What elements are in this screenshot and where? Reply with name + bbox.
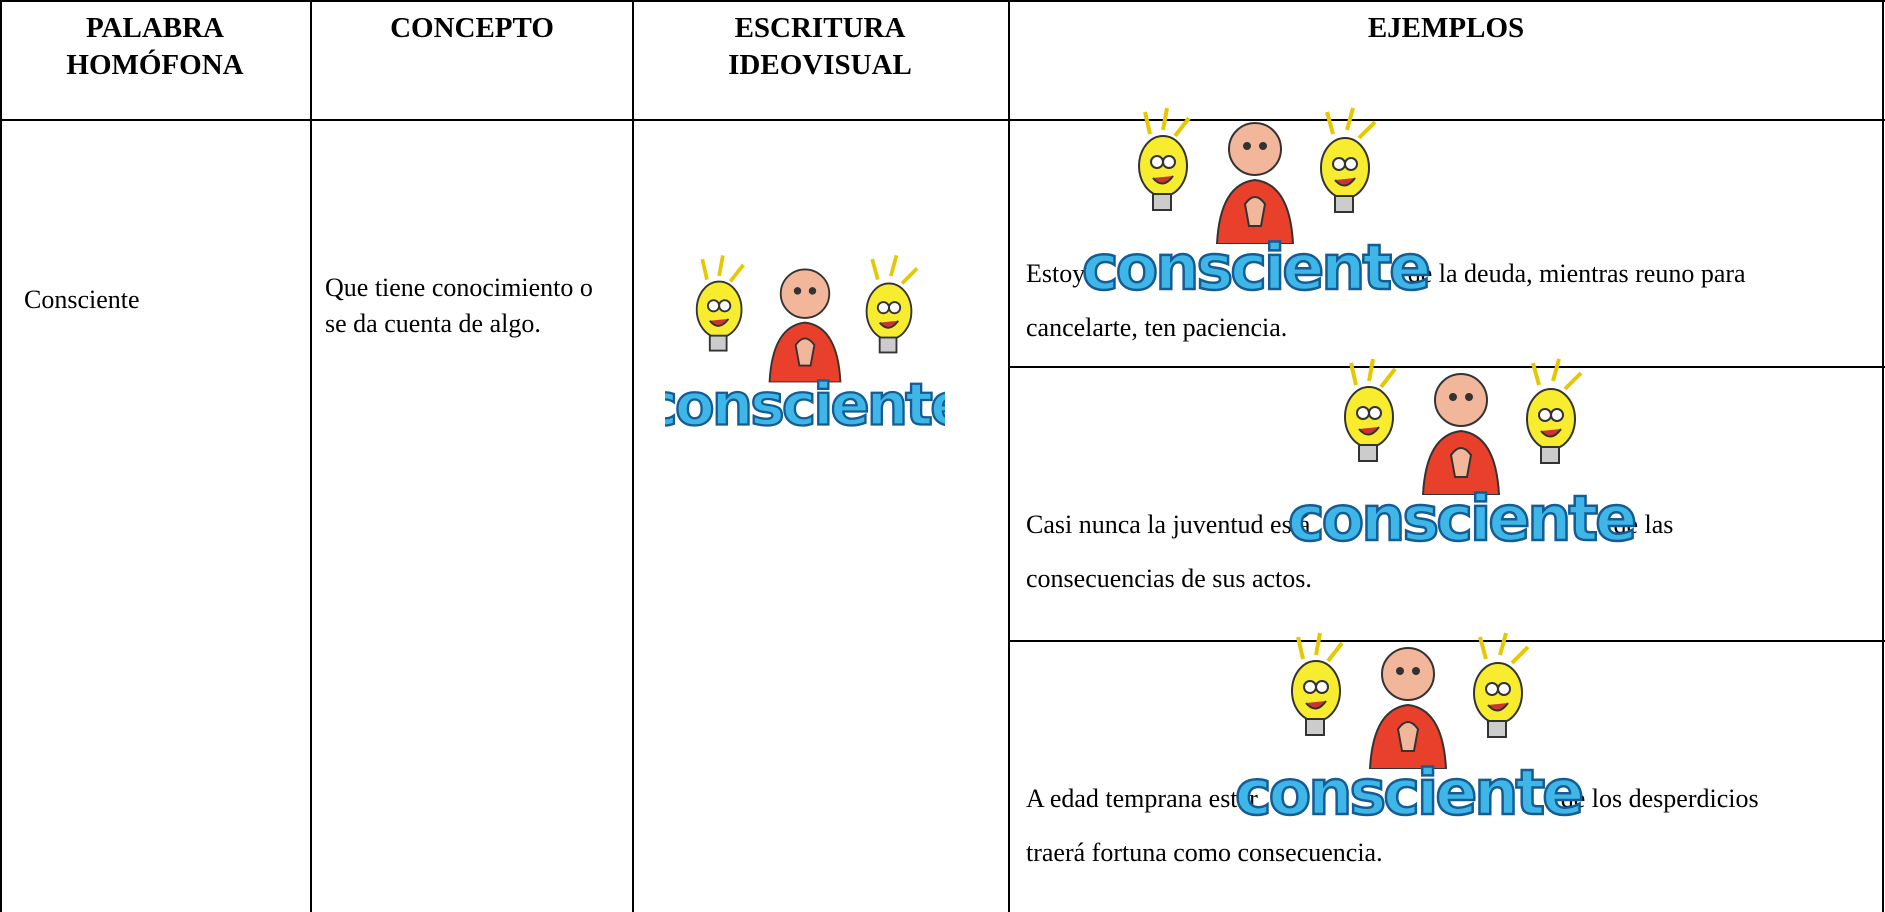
border <box>310 0 312 912</box>
border <box>0 0 2 912</box>
header: EJEMPLOS <box>1367 12 1525 44</box>
text: consecuencias de sus actos. <box>1026 564 1312 593</box>
border <box>1008 0 1010 912</box>
border <box>632 0 634 912</box>
border <box>1882 0 1884 912</box>
text: traerá fortuna como consecuencia. <box>1026 838 1383 867</box>
image-word: consciente <box>1235 756 1582 829</box>
border <box>1009 366 1885 368</box>
border <box>0 119 1885 121</box>
text: de los desperdicios <box>1560 784 1759 813</box>
text: de la deuda, mientras reuno para <box>1407 259 1746 288</box>
text: cancelarte, ten paciencia. <box>1026 313 1288 342</box>
text: de las <box>1613 510 1674 539</box>
image-word: consciente <box>1082 231 1429 304</box>
header: ESCRITURA IDEOVISUAL <box>728 12 912 81</box>
border <box>1009 640 1885 642</box>
image: consciente <box>1287 357 1639 556</box>
image-word: consciente <box>1288 482 1635 555</box>
text: A edad temprana estar <box>1026 784 1258 813</box>
image-word: consciente <box>665 370 945 438</box>
ideovisual-image: consciente <box>665 253 945 439</box>
image: consciente <box>1234 631 1587 830</box>
word-cell: Consciente <box>24 285 140 314</box>
example: Casi nunca la juventud está consciente d… <box>1026 357 1876 606</box>
example: A edad temprana estar consciente de los … <box>1026 631 1876 880</box>
text: Estoy <box>1026 259 1086 288</box>
header: PALABRA HOMÓFONA <box>66 12 244 81</box>
border <box>0 0 1885 2</box>
text: Casi nunca la juventud está <box>1026 510 1311 539</box>
example: Estoy consciente de la deuda, mientras r… <box>1026 106 1876 355</box>
image: consciente <box>1081 106 1434 305</box>
header: CONCEPTO <box>390 12 554 44</box>
concept-cell: Que tiene conocimiento o se da cuenta de… <box>325 273 593 338</box>
